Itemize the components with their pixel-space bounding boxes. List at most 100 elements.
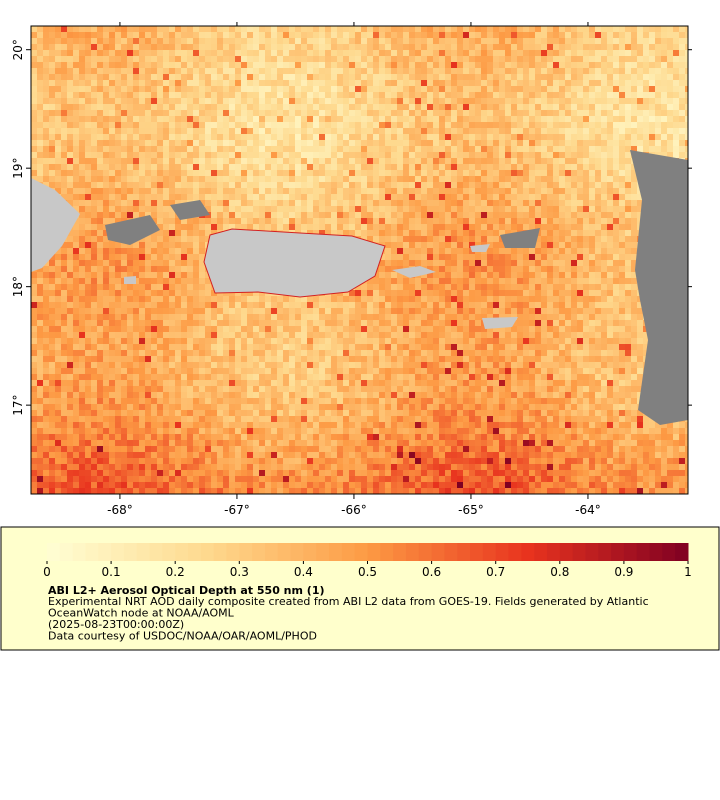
- aod-cell: [559, 146, 565, 152]
- aod-cell: [49, 134, 55, 140]
- aod-cell: [433, 188, 439, 194]
- aod-cell: [469, 122, 475, 128]
- aod-cell: [541, 98, 547, 104]
- aod-cell: [565, 284, 571, 290]
- aod-cell: [97, 296, 103, 302]
- aod-cell: [661, 74, 667, 80]
- aod-cell: [511, 176, 517, 182]
- aod-cell: [133, 140, 139, 146]
- aod-cell: [235, 128, 241, 134]
- aod-cell: [589, 68, 595, 74]
- aod-cell: [85, 290, 91, 296]
- aod-cell: [481, 56, 487, 62]
- aod-cell: [181, 152, 187, 158]
- aod-cell: [619, 134, 625, 140]
- aod-cell: [673, 134, 679, 140]
- aod-cell: [655, 68, 661, 74]
- aod-cell: [265, 68, 271, 74]
- aod-cell: [637, 44, 643, 50]
- aod-cell: [313, 152, 319, 158]
- aod-cell: [67, 152, 73, 158]
- aod-cell: [277, 188, 283, 194]
- aod-cell: [271, 74, 277, 80]
- aod-cell: [319, 32, 325, 38]
- aod-cell: [601, 200, 607, 206]
- aod-cell: [631, 200, 637, 206]
- aod-cell: [439, 50, 445, 56]
- aod-cell: [241, 32, 247, 38]
- aod-cell: [481, 182, 487, 188]
- aod-cell: [61, 80, 67, 86]
- aod-cell: [361, 92, 367, 98]
- aod-cell: [517, 80, 523, 86]
- aod-cell: [223, 212, 229, 218]
- aod-cell: [85, 212, 91, 218]
- aod-cell: [61, 74, 67, 80]
- aod-cell: [109, 158, 115, 164]
- aod-cell: [469, 110, 475, 116]
- aod-cell: [445, 122, 451, 128]
- aod-cell: [529, 170, 535, 176]
- aod-cell: [157, 68, 163, 74]
- aod-cell: [139, 26, 145, 32]
- aod-cell: [565, 26, 571, 32]
- aod-cell: [583, 56, 589, 62]
- aod-cell: [193, 104, 199, 110]
- aod-cell: [133, 134, 139, 140]
- aod-cell: [631, 104, 637, 110]
- aod-cell: [493, 104, 499, 110]
- aod-cell: [79, 146, 85, 152]
- aod-cell: [553, 260, 559, 266]
- aod-cell: [31, 32, 37, 38]
- aod-cell: [505, 68, 511, 74]
- aod-cell: [661, 116, 667, 122]
- aod-cell: [547, 164, 553, 170]
- aod-cell: [577, 206, 583, 212]
- aod-cell: [343, 38, 349, 44]
- aod-cell: [499, 224, 505, 230]
- aod-cell: [667, 74, 673, 80]
- aod-cell: [625, 104, 631, 110]
- aod-cell: [421, 128, 427, 134]
- aod-cell: [151, 116, 157, 122]
- aod-cell: [175, 296, 181, 302]
- aod-cell: [385, 200, 391, 206]
- aod-cell: [511, 200, 517, 206]
- aod-cell: [211, 116, 217, 122]
- aod-cell: [295, 56, 301, 62]
- aod-cell: [271, 116, 277, 122]
- aod-cell: [487, 218, 493, 224]
- aod-cell: [475, 128, 481, 134]
- aod-cell: [499, 56, 505, 62]
- aod-cell: [445, 206, 451, 212]
- aod-cell: [253, 200, 259, 206]
- aod-cell: [415, 290, 421, 296]
- aod-cell: [235, 194, 241, 200]
- aod-cell: [193, 284, 199, 290]
- aod-cell: [643, 92, 649, 98]
- aod-cell: [199, 62, 205, 68]
- aod-cell: [157, 62, 163, 68]
- aod-cell: [277, 224, 283, 230]
- aod-cell: [385, 254, 391, 260]
- aod-cell: [589, 44, 595, 50]
- aod-cell: [619, 98, 625, 104]
- aod-cell: [139, 140, 145, 146]
- aod-cell: [331, 182, 337, 188]
- aod-cell: [439, 176, 445, 182]
- aod-cell: [301, 224, 307, 230]
- aod-cell: [397, 272, 403, 278]
- aod-cell: [523, 284, 529, 290]
- aod-cell: [541, 212, 547, 218]
- aod-cell: [427, 194, 433, 200]
- aod-cell: [397, 98, 403, 104]
- aod-cell: [271, 62, 277, 68]
- aod-cell: [43, 284, 49, 290]
- aod-cell: [415, 98, 421, 104]
- aod-cell: [175, 260, 181, 266]
- aod-cell: [91, 104, 97, 110]
- aod-cell: [187, 284, 193, 290]
- aod-cell: [43, 50, 49, 56]
- aod-cell: [85, 38, 91, 44]
- aod-cell: [475, 272, 481, 278]
